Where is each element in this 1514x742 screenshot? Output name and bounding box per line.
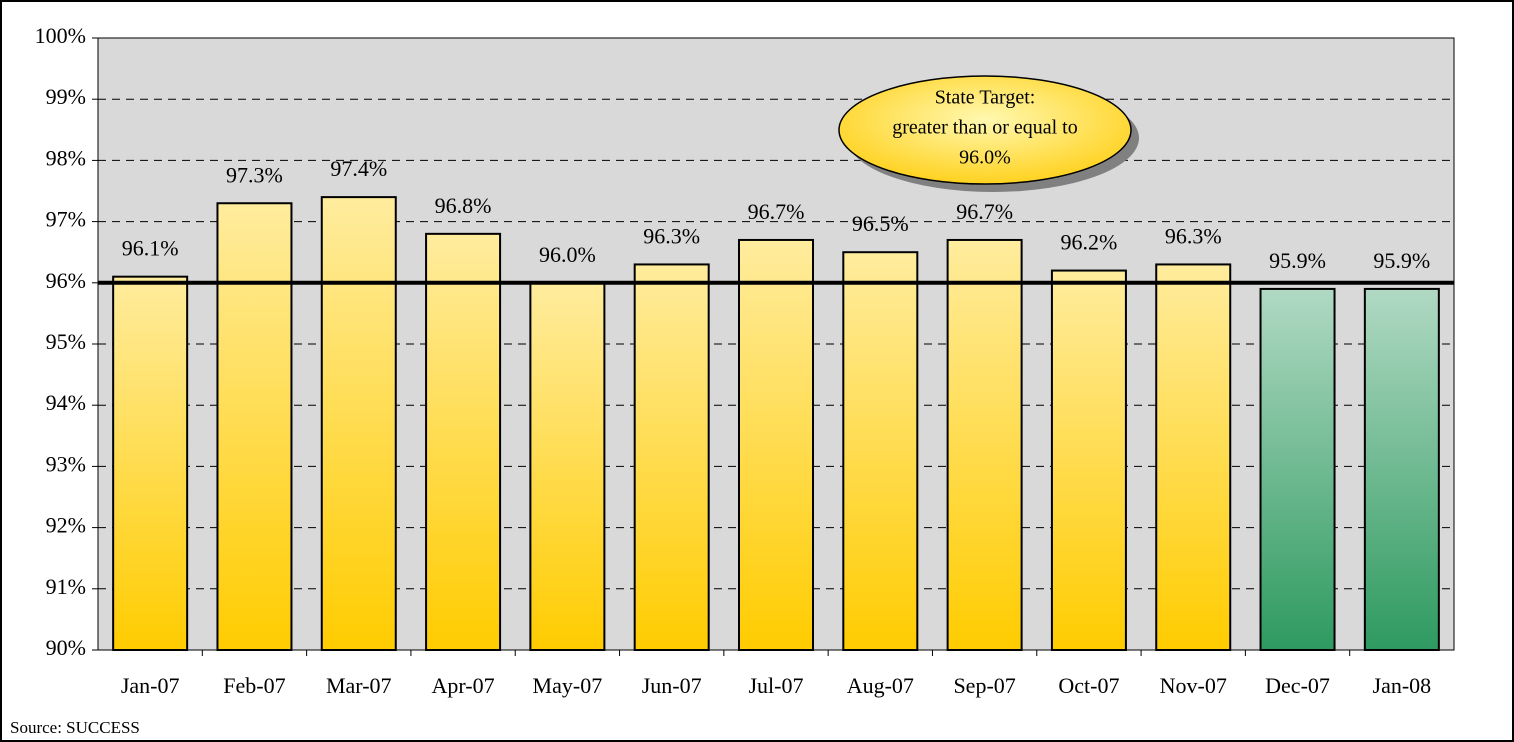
x-tick-label: Jan-08: [1373, 673, 1432, 698]
x-tick-label: Aug-07: [847, 673, 914, 698]
bar: [529, 281, 606, 651]
bar: [216, 202, 293, 652]
bar: [425, 232, 502, 651]
y-tick-label: 99%: [46, 84, 86, 109]
x-tick-label: Feb-07: [223, 673, 285, 698]
y-tick-label: 92%: [46, 513, 86, 538]
bar: [842, 251, 919, 651]
value-label: 96.3%: [643, 223, 700, 248]
value-label: 97.4%: [330, 156, 387, 181]
bar: [1050, 269, 1127, 651]
source-note: Source: SUCCESS: [10, 718, 140, 737]
y-tick-label: 95%: [46, 329, 86, 354]
x-tick-label: Jan-07: [121, 673, 180, 698]
value-label: 97.3%: [226, 162, 283, 187]
value-label: 96.1%: [122, 236, 179, 261]
value-label: 96.2%: [1061, 230, 1118, 255]
y-tick-label: 91%: [46, 574, 86, 599]
y-tick-label: 97%: [46, 207, 86, 232]
value-label: 95.9%: [1269, 248, 1326, 273]
bar: [1363, 287, 1440, 651]
x-tick-label: Oct-07: [1058, 673, 1119, 698]
x-tick-label: Nov-07: [1160, 673, 1227, 698]
x-tick-label: Mar-07: [326, 673, 392, 698]
value-label: 96.3%: [1165, 223, 1222, 248]
x-tick-label: May-07: [533, 673, 603, 698]
callout-text: greater than or equal to: [892, 117, 1077, 139]
y-tick-label: 93%: [46, 451, 86, 476]
value-label: 96.5%: [852, 211, 909, 236]
x-tick-label: Dec-07: [1265, 673, 1330, 698]
callout-text: State Target:: [935, 87, 1036, 109]
bar: [633, 263, 710, 651]
y-tick-label: 100%: [35, 23, 86, 48]
value-label: 96.7%: [748, 199, 805, 224]
x-tick-label: Sep-07: [953, 673, 1015, 698]
x-tick-label: Apr-07: [432, 673, 495, 698]
bar: [320, 196, 397, 651]
bar: [1155, 263, 1232, 651]
y-tick-label: 98%: [46, 145, 86, 170]
bar: [738, 238, 814, 652]
y-tick-label: 96%: [46, 268, 86, 293]
value-label: 95.9%: [1373, 248, 1430, 273]
value-label: 96.0%: [539, 242, 596, 267]
y-tick-label: 90%: [46, 635, 86, 660]
callout-value: 96.0%: [959, 147, 1011, 169]
bar: [1259, 287, 1336, 651]
x-tick-label: Jul-07: [749, 673, 804, 698]
value-label: 96.7%: [956, 199, 1013, 224]
y-tick-label: 94%: [46, 390, 86, 415]
callout: [838, 75, 1132, 185]
value-label: 96.8%: [435, 193, 492, 218]
bar: [112, 275, 189, 651]
bar: [946, 238, 1023, 652]
x-tick-label: Jun-07: [642, 673, 702, 698]
